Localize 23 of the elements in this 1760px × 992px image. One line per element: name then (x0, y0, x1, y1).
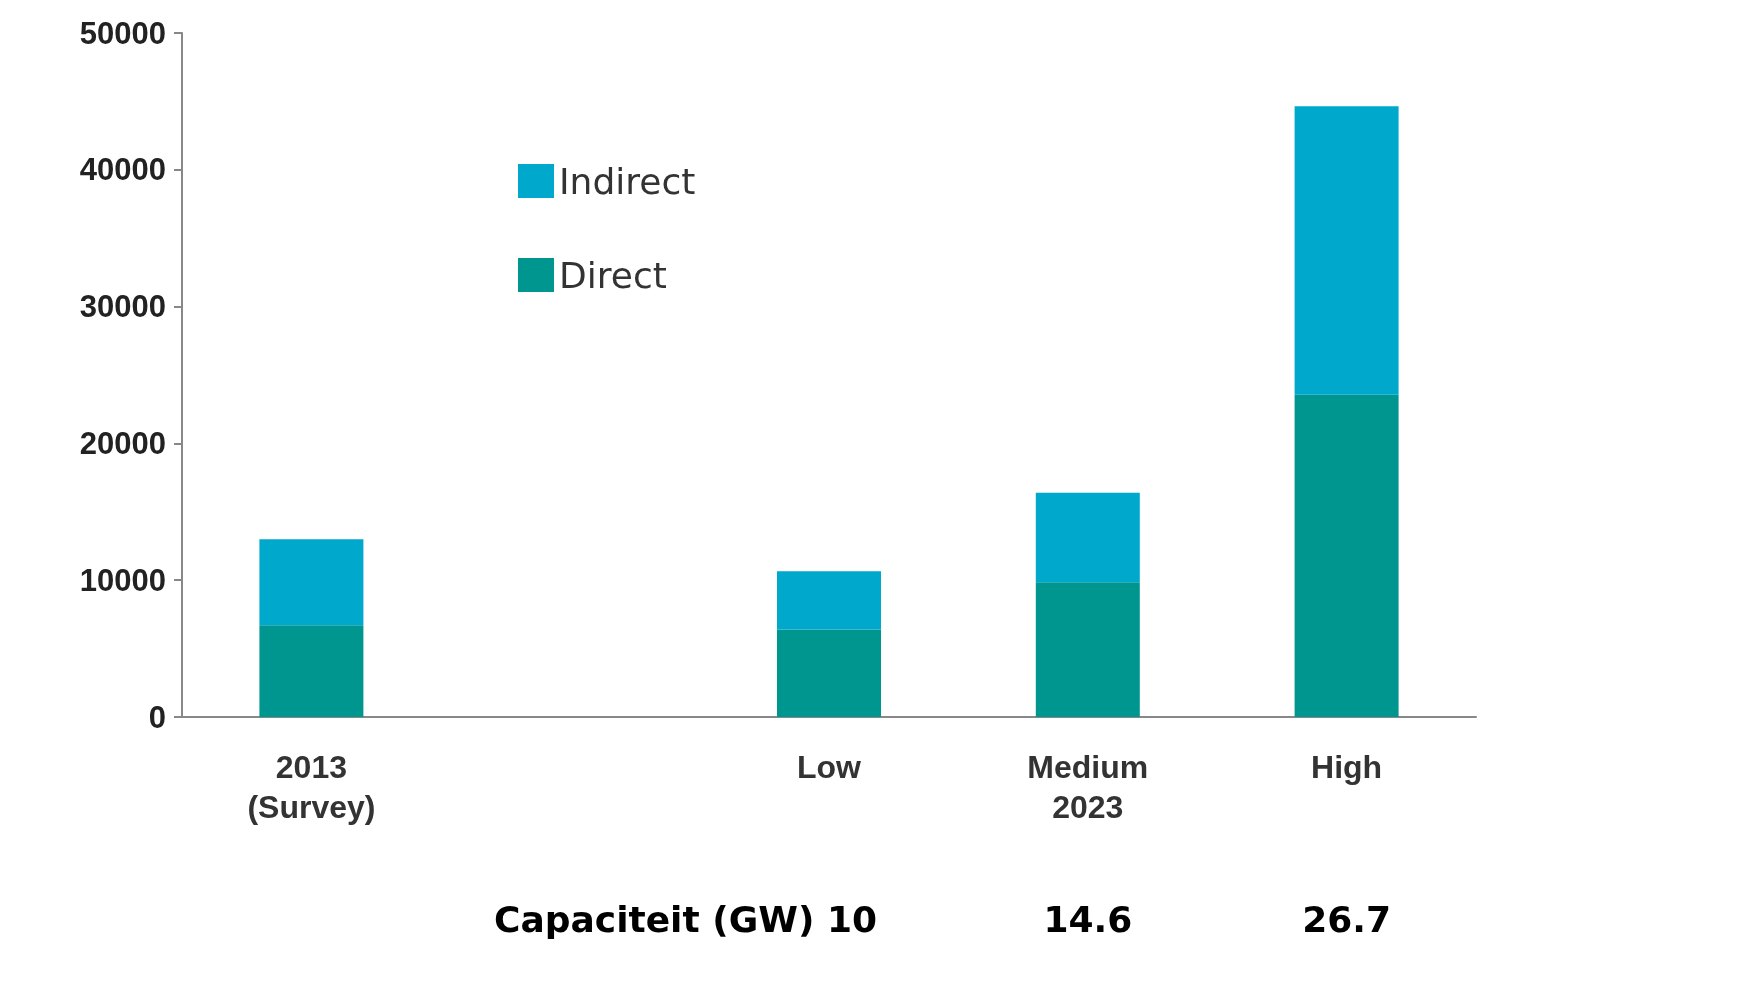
x-tick-label: High (1311, 749, 1383, 785)
x-tick-label: Medium 2023 (1027, 749, 1149, 825)
y-tick-label: 50000 (79, 15, 166, 51)
bar (259, 625, 364, 717)
y-tick-label: 20000 (79, 425, 166, 461)
bar (777, 571, 881, 630)
y-tick-label: 30000 (79, 289, 166, 325)
bar (1035, 492, 1140, 583)
text: Capaciteit (GW) 10 (494, 898, 877, 940)
y-tick-label: 10000 (79, 562, 166, 598)
x-tick-label: Low (797, 749, 862, 785)
x-tick-label: 2013 (Survey) (247, 749, 376, 825)
bar (259, 539, 364, 626)
bar (1294, 394, 1399, 717)
legend-label: Indirect (559, 160, 696, 202)
y-tick-label: 40000 (79, 152, 166, 188)
text: 26.7 (1302, 898, 1392, 940)
bar (1035, 582, 1140, 717)
legend-label: Direct (559, 254, 667, 296)
bar (777, 629, 881, 717)
text: 14.6 (1043, 898, 1133, 940)
y-tick-label: 0 (148, 699, 166, 735)
bar (1294, 106, 1399, 395)
